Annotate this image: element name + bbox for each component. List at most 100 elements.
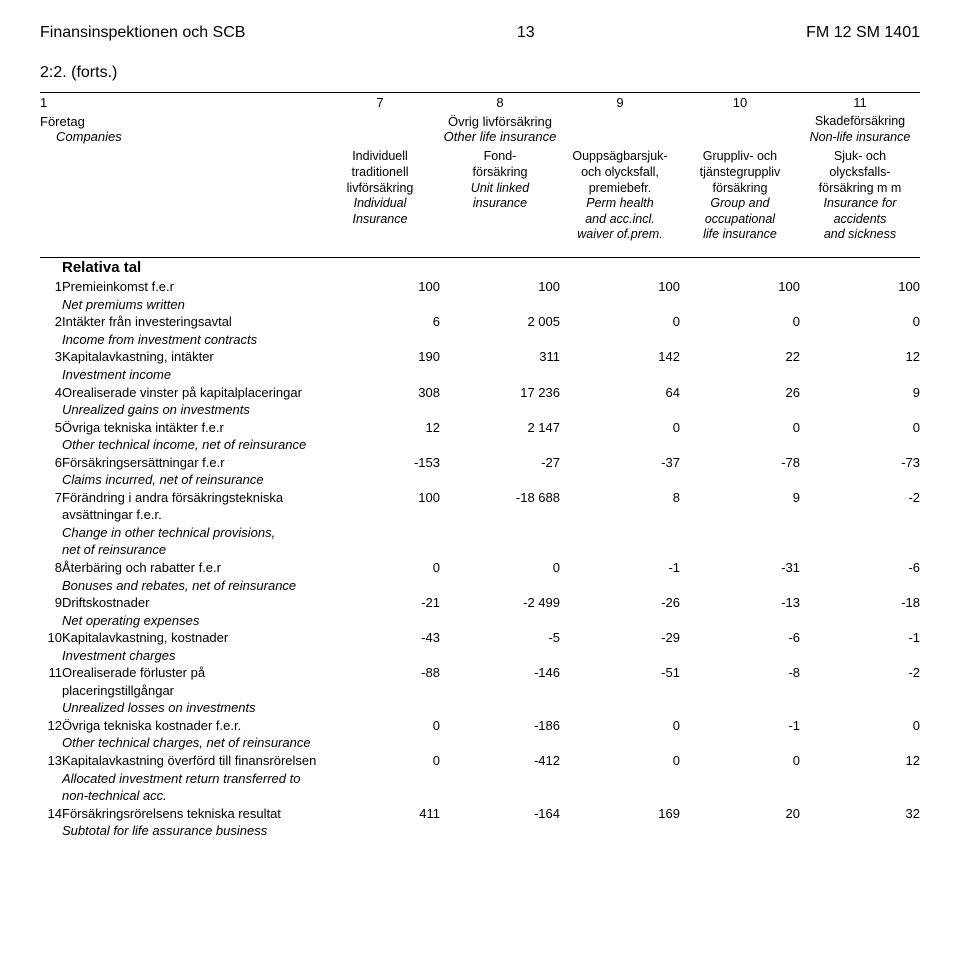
row-number: 9	[40, 594, 62, 629]
row-label: Kapitalavkastning överförd till finansrö…	[62, 752, 320, 805]
row-number: 10	[40, 629, 62, 664]
col-header-11: Sjuk- och olycksfalls- försäkring m m In…	[800, 147, 920, 245]
row-value: 32	[800, 805, 920, 840]
row-value: 2 005	[440, 313, 560, 348]
row-value: -21	[320, 594, 440, 629]
col-num-11: 11	[800, 93, 920, 112]
row-number: 2	[40, 313, 62, 348]
table-row: 10Kapitalavkastning, kostnaderInvestment…	[40, 629, 920, 664]
col-num-1: 1	[40, 93, 320, 112]
row-value: 0	[560, 313, 680, 348]
table-row: 2Intäkter från investeringsavtalIncome f…	[40, 313, 920, 348]
row-number: 5	[40, 419, 62, 454]
row-value: -1	[800, 629, 920, 664]
row-value: 142	[560, 348, 680, 383]
row-value: -6	[800, 559, 920, 594]
row-value: -1	[680, 717, 800, 752]
table-row: 6Försäkringsersättningar f.e.rClaims inc…	[40, 454, 920, 489]
row-value: 12	[800, 752, 920, 805]
row-value: -37	[560, 454, 680, 489]
table-row: 9DriftskostnaderNet operating expenses-2…	[40, 594, 920, 629]
row-value: -2	[800, 664, 920, 717]
table-row: 7Förändring i andra försäkringstekniskaa…	[40, 489, 920, 559]
col-header-8: Fond- försäkring Unit linked insurance	[440, 147, 560, 245]
row-value: 100	[320, 278, 440, 313]
row-label: Övriga tekniska intäkter f.e.rOther tech…	[62, 419, 320, 454]
header-center: 13	[517, 24, 535, 42]
row-value: 0	[560, 419, 680, 454]
table-row: 4Orealiserade vinster på kapitalplacerin…	[40, 384, 920, 419]
row-value: 9	[800, 384, 920, 419]
row-value: 169	[560, 805, 680, 840]
row-value: -88	[320, 664, 440, 717]
row-value: -1	[560, 559, 680, 594]
row-value: -29	[560, 629, 680, 664]
row-value: -153	[320, 454, 440, 489]
row-value: 0	[560, 717, 680, 752]
table-row: 5Övriga tekniska intäkter f.e.rOther tec…	[40, 419, 920, 454]
row-label: Övriga tekniska kostnader f.e.r.Other te…	[62, 717, 320, 752]
table-row: 13Kapitalavkastning överförd till finans…	[40, 752, 920, 805]
row-value: 0	[800, 419, 920, 454]
row-value: -18 688	[440, 489, 560, 559]
row-value: 17 236	[440, 384, 560, 419]
row-number: 7	[40, 489, 62, 559]
row-label: Premieinkomst f.e.rNet premiums written	[62, 278, 320, 313]
row-value: 100	[560, 278, 680, 313]
table-row: 12Övriga tekniska kostnader f.e.r.Other …	[40, 717, 920, 752]
group-nonlife: Skadeförsäkring Non-life insurance	[800, 112, 920, 147]
row-value: 0	[560, 752, 680, 805]
row-value: 9	[680, 489, 800, 559]
row-value: -186	[440, 717, 560, 752]
company-sv: Företag	[40, 114, 85, 129]
row-number: 1	[40, 278, 62, 313]
row-label: Återbäring och rabatter f.e.rBonuses and…	[62, 559, 320, 594]
row-value: -31	[680, 559, 800, 594]
row-value: 8	[560, 489, 680, 559]
row-value: -412	[440, 752, 560, 805]
col-num-10: 10	[680, 93, 800, 112]
row-value: -6	[680, 629, 800, 664]
row-label: Intäkter från investeringsavtalIncome fr…	[62, 313, 320, 348]
row-value: -13	[680, 594, 800, 629]
row-value: 0	[320, 717, 440, 752]
relativa-tal-heading: Relativa tal	[62, 258, 920, 278]
row-value: 311	[440, 348, 560, 383]
row-number: 12	[40, 717, 62, 752]
row-number: 3	[40, 348, 62, 383]
row-value: 100	[800, 278, 920, 313]
row-value: -78	[680, 454, 800, 489]
row-label: Orealiserade vinster på kapitalplacering…	[62, 384, 320, 419]
row-value: -27	[440, 454, 560, 489]
row-value: 308	[320, 384, 440, 419]
row-label: Förändring i andra försäkringstekniskaav…	[62, 489, 320, 559]
row-label: Kapitalavkastning, kostnaderInvestment c…	[62, 629, 320, 664]
row-value: 64	[560, 384, 680, 419]
row-value: 12	[320, 419, 440, 454]
row-number: 6	[40, 454, 62, 489]
col-header-9: Ouppsägbarsjuk- och olycksfall, premiebe…	[560, 147, 680, 245]
row-number: 8	[40, 559, 62, 594]
row-number: 13	[40, 752, 62, 805]
row-value: 20	[680, 805, 800, 840]
col-header-10: Gruppliv- och tjänstegruppliv försäkring…	[680, 147, 800, 245]
col-header-7: Individuell traditionell livförsäkring I…	[320, 147, 440, 245]
row-value: -18	[800, 594, 920, 629]
row-value: -2 499	[440, 594, 560, 629]
col-num-9: 9	[560, 93, 680, 112]
row-number: 11	[40, 664, 62, 717]
row-value: 2 147	[440, 419, 560, 454]
row-label: Orealiserade förluster på placeringstill…	[62, 664, 320, 717]
row-label: Försäkringsersättningar f.e.rClaims incu…	[62, 454, 320, 489]
table-row: 11Orealiserade förluster på placeringsti…	[40, 664, 920, 717]
row-value: 26	[680, 384, 800, 419]
row-value: 0	[320, 752, 440, 805]
row-value: 0	[680, 419, 800, 454]
column-header-table: 1 7 8 9 10 11 Företag Companies Övrig li…	[40, 93, 920, 257]
row-value: -2	[800, 489, 920, 559]
row-value: 0	[440, 559, 560, 594]
row-value: 100	[320, 489, 440, 559]
section-label: 2:2. (forts.)	[40, 64, 920, 82]
row-value: -5	[440, 629, 560, 664]
table-row: 3Kapitalavkastning, intäkterInvestment i…	[40, 348, 920, 383]
